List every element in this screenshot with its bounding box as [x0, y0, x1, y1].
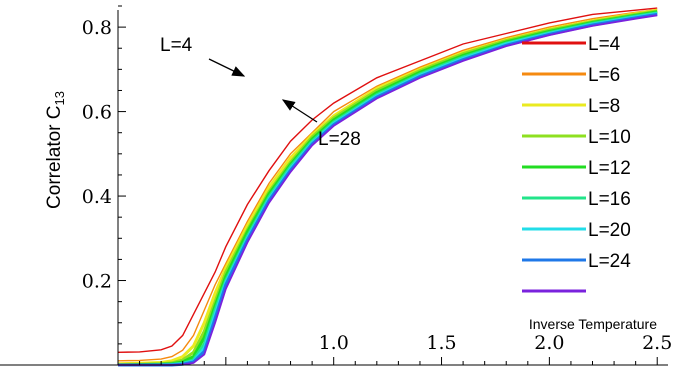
x-tick-label: 2.5: [642, 332, 672, 354]
y-axis-label: Correlator C13: [44, 91, 67, 209]
series-line-l-10: [117, 9, 658, 367]
legend-label: L=24: [588, 251, 631, 272]
annotations: L=4 L=28: [160, 35, 361, 150]
legend-label: L=4: [588, 34, 621, 55]
series-line-l-6: [117, 8, 658, 362]
y-tick-label: 0.6: [82, 102, 112, 124]
legend: L=4 L=6 L=8 L=10 L=12 L=16 L=20 L=24: [522, 34, 631, 293]
annotation-label: L=4: [160, 35, 193, 56]
legend-label: L=6: [588, 65, 620, 86]
x-axis-label: Inverse Temperature: [529, 316, 657, 332]
legend-label: L=8: [588, 96, 620, 117]
series-line-l-16: [118, 11, 658, 367]
annotation-label: L=28: [318, 129, 361, 150]
y-axis-label-subscript: 13: [52, 91, 67, 105]
y-tick-label: 0.8: [82, 17, 112, 39]
x-tick-label: 1.5: [426, 332, 456, 354]
legend-label: L=20: [588, 220, 631, 241]
legend-label: L=16: [588, 189, 631, 210]
y-axis-label-main: Correlator C: [44, 105, 65, 208]
series-layer: [117, 7, 658, 367]
x-tick-label: 1.0: [319, 332, 349, 354]
x-tick-label: 2.0: [534, 332, 564, 354]
y-tick-label: 0.4: [82, 186, 112, 208]
series-line-unlabeled: [118, 14, 658, 366]
series-line-l-24: [118, 12, 658, 367]
legend-label: L=12: [588, 158, 631, 179]
legend-label: L=10: [588, 127, 631, 148]
annotation-arrow: [208, 58, 246, 77]
series-line-l-4: [117, 7, 658, 353]
series-line-l-20: [118, 12, 658, 367]
ticks-layer: 1.0 1.5 2.0 2.5 0.2 0.4 0.6 0.8: [82, 5, 672, 365]
series-line-l-8: [117, 8, 658, 366]
annotation-arrow: [281, 99, 318, 123]
y-tick-label: 0.2: [82, 271, 112, 293]
series-line-l-12: [117, 10, 658, 367]
